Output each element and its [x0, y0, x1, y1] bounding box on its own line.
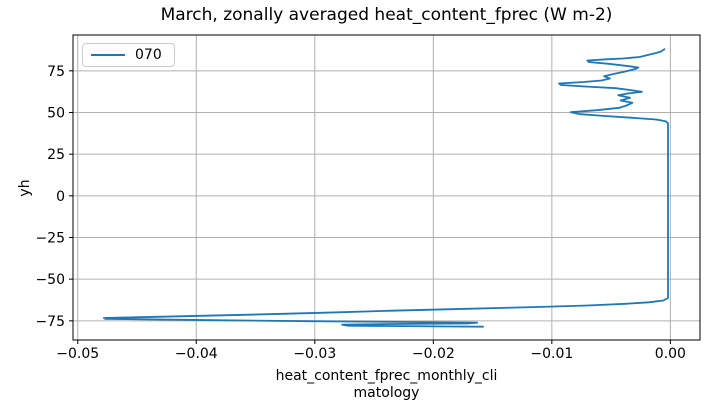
y-tick-label: 25 — [47, 147, 65, 163]
x-tick-label: −0.03 — [293, 346, 336, 362]
x-tick-label: −0.05 — [56, 346, 99, 362]
legend-line-sample — [91, 54, 125, 56]
y-tick-label: −50 — [35, 272, 65, 288]
chart-title: March, zonally averaged heat_content_fpr… — [160, 5, 613, 25]
x-tick-label: 0.00 — [655, 346, 686, 362]
x-axis-label-line1: heat_content_fprec_monthly_cli — [275, 368, 498, 384]
data-line-070 — [102, 48, 669, 328]
legend-label: 070 — [135, 47, 162, 63]
x-axis-label-line2: matology — [353, 385, 420, 401]
y-tick-label: 75 — [47, 64, 65, 80]
y-tick-label: −25 — [35, 231, 65, 247]
y-tick-label: −75 — [35, 314, 65, 330]
y-axis-label: yh — [17, 179, 33, 197]
y-tick-label: 0 — [56, 189, 65, 205]
x-tick-label: −0.04 — [175, 346, 218, 362]
x-tick-label: −0.02 — [412, 346, 455, 362]
plot-border — [72, 34, 701, 341]
x-axis-label: heat_content_fprec_monthly_cli matology — [73, 368, 700, 402]
legend: 070 — [82, 43, 175, 67]
x-tick-label: −0.01 — [530, 346, 573, 362]
y-tick-label: 50 — [47, 106, 65, 122]
